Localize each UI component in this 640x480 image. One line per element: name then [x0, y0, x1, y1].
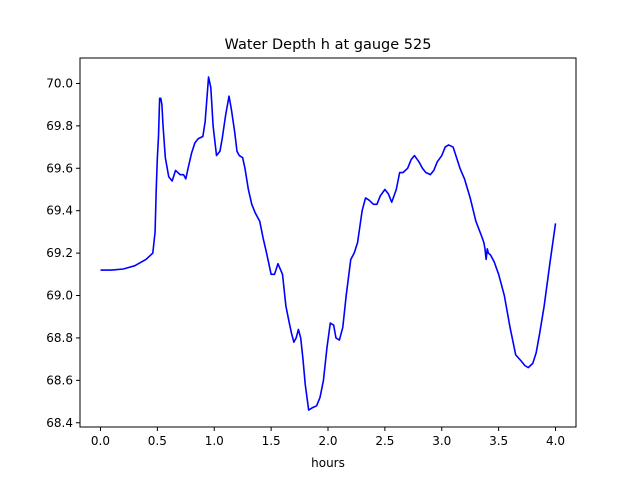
x-tick-label: 4.0	[546, 434, 565, 448]
y-tick-label: 68.6	[46, 373, 73, 387]
chart-title: Water Depth h at gauge 525	[225, 37, 432, 53]
x-tick-label: 1.5	[262, 434, 281, 448]
y-tick-label: 69.0	[46, 289, 73, 303]
y-tick-label: 68.8	[46, 331, 73, 345]
y-tick-label: 68.4	[46, 416, 73, 430]
x-tick-label: 1.0	[205, 434, 224, 448]
x-axis-label: hours	[311, 456, 345, 470]
x-tick-label: 2.0	[318, 434, 337, 448]
y-tick-label: 69.8	[46, 119, 73, 133]
x-tick-label: 2.5	[375, 434, 394, 448]
x-tick-label: 0.5	[148, 434, 167, 448]
x-axis: 0.0 0.5 1.0 1.5 2.0 2.5 3.0 3.5 4.0	[91, 427, 565, 448]
series-line-water-depth	[100, 76, 557, 411]
x-tick-label: 3.5	[489, 434, 508, 448]
y-tick-label: 69.6	[46, 161, 73, 175]
x-tick-label: 0.0	[91, 434, 110, 448]
plot-area	[79, 57, 577, 428]
y-tick-label: 69.2	[46, 246, 73, 260]
y-tick-label: 69.4	[46, 204, 73, 218]
x-tick-label: 3.0	[432, 434, 451, 448]
y-axis: 68.4 68.6 68.8 69.0 69.2 69.4 69.6 69.8 70.0	[46, 76, 80, 430]
y-tick-label: 70.0	[46, 76, 73, 90]
